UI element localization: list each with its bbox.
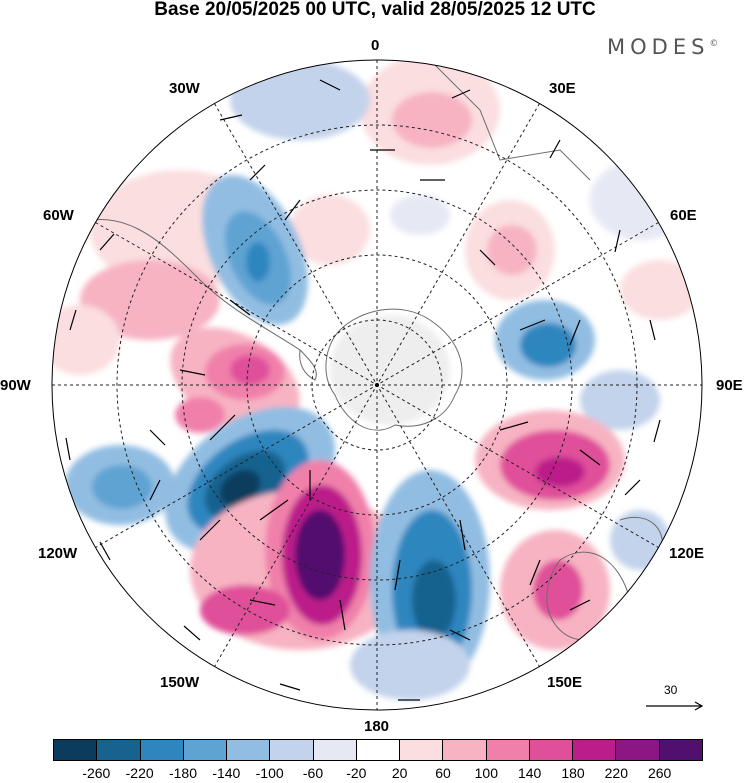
- colorbar: [53, 739, 703, 761]
- colorbar-swatch: [529, 740, 574, 760]
- colorbar-tick-label: -20: [346, 765, 367, 781]
- lon-label-120w: 120W: [38, 545, 78, 562]
- colorbar-tick-label: -220: [125, 765, 154, 781]
- colorbar-tick-label: 60: [435, 765, 451, 781]
- colorbar-tick-label: 20: [391, 765, 408, 781]
- lon-label-120e: 120E: [669, 545, 705, 562]
- colorbar-swatch: [486, 740, 530, 760]
- colorbar-swatch: [573, 740, 617, 760]
- colorbar-swatch: [443, 740, 487, 760]
- colorbar-swatch: [313, 740, 357, 760]
- map-boundary: [51, 59, 703, 711]
- lon-label-60w: 60W: [43, 207, 74, 224]
- colorbar-tick-label: -100: [255, 765, 284, 781]
- colorbar-tick-label: 180: [561, 765, 585, 781]
- colorbar-tick-label: 260: [647, 765, 672, 781]
- colorbar-tick-label: 140: [517, 765, 542, 781]
- lon-label-0: 0: [371, 37, 380, 54]
- colorbar-swatch: [400, 740, 444, 760]
- vector-scale-arrow: [646, 701, 704, 711]
- colorbar-swatch: [54, 740, 98, 760]
- brand-name: MODES: [607, 35, 710, 59]
- anomaly-field: [52, 60, 702, 710]
- colorbar-swatch: [616, 740, 660, 760]
- vector-scale-label: 30: [664, 683, 678, 697]
- colorbar-swatch: [659, 740, 702, 760]
- lon-label-180: 180: [364, 718, 390, 735]
- colorbar-tick-label: 100: [474, 765, 499, 781]
- colorbar-swatch: [97, 740, 141, 760]
- colorbar-swatch: [270, 740, 314, 760]
- colorbar-swatch: [227, 740, 271, 760]
- colorbar-swatch: [183, 740, 228, 760]
- lon-label-60e: 60E: [670, 207, 697, 224]
- map-title: Base 20/05/2025 00 UTC, valid 28/05/2025…: [154, 0, 596, 20]
- lon-label-30w: 30W: [169, 80, 200, 97]
- colorbar-tick-label: -260: [82, 765, 111, 781]
- lon-label-150w: 150W: [160, 674, 200, 691]
- colorbar-swatch: [356, 740, 401, 760]
- lon-label-90e: 90E: [716, 377, 743, 394]
- colorbar-tick-label: 220: [604, 765, 629, 781]
- copyright-mark: ©: [709, 39, 719, 49]
- lon-label-30e: 30E: [549, 80, 576, 97]
- modes-logo: MODES©: [607, 35, 718, 59]
- colorbar-swatch: [140, 740, 184, 760]
- south-pole-marker: [375, 383, 379, 387]
- colorbar-tick-label: -60: [302, 765, 324, 781]
- lon-label-150e: 150E: [547, 674, 583, 691]
- lon-label-90w: 90W: [0, 377, 31, 394]
- colorbar-tick-label: -140: [212, 765, 241, 781]
- colorbar-tick-label: -180: [168, 765, 198, 781]
